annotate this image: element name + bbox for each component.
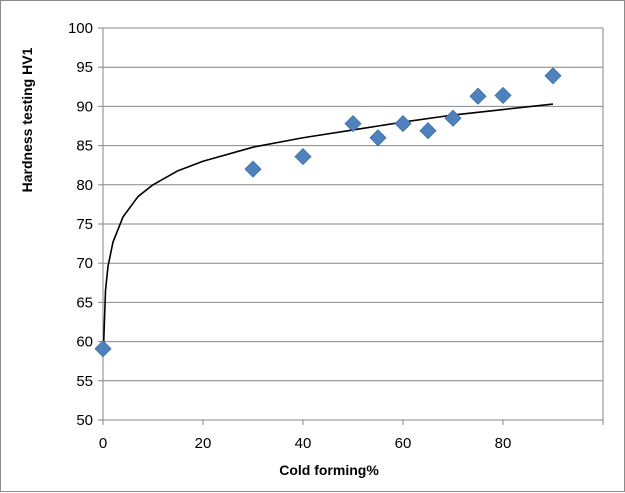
y-tick-label-55: 55 xyxy=(76,373,93,390)
axes xyxy=(98,27,604,425)
y-axis-title: Hardness testing HV1 xyxy=(19,47,35,192)
data-point-x75 xyxy=(469,87,487,105)
data-point-x70 xyxy=(444,109,462,127)
x-tick-label-80: 80 xyxy=(495,435,512,452)
y-tick-label-75: 75 xyxy=(76,216,93,233)
data-points xyxy=(94,67,562,358)
trendline xyxy=(102,103,554,348)
data-point-x65 xyxy=(419,122,437,140)
data-point-x40 xyxy=(294,148,312,166)
y-tick-label-100: 100 xyxy=(68,20,93,37)
data-point-x55 xyxy=(369,129,387,147)
y-tick-label-65: 65 xyxy=(76,294,93,311)
x-tick-label-60: 60 xyxy=(395,435,412,452)
data-point-x60 xyxy=(394,115,412,133)
log-trendline xyxy=(102,103,554,348)
data-point-x0 xyxy=(94,340,112,358)
x-tick-label-20: 20 xyxy=(195,435,212,452)
data-point-x50 xyxy=(344,115,362,133)
y-tick-label-50: 50 xyxy=(76,412,93,429)
x-axis-title: Cold forming% xyxy=(279,462,379,478)
y-tick-label-90: 90 xyxy=(76,98,93,115)
y-tick-label-80: 80 xyxy=(76,177,93,194)
data-point-x30 xyxy=(244,160,262,178)
tick-labels: 50 55 60 65 70 75 80 85 90 95 100 0 20 40 60 80 xyxy=(68,20,511,452)
y-tick-label-85: 85 xyxy=(76,138,93,155)
gridlines xyxy=(103,27,603,421)
data-point-x80 xyxy=(494,86,512,104)
data-point-x90 xyxy=(544,67,562,85)
y-tick-label-70: 70 xyxy=(76,255,93,272)
x-tick-label-40: 40 xyxy=(295,435,312,452)
x-tick-label-0: 0 xyxy=(99,435,107,452)
y-tick-label-95: 95 xyxy=(76,59,93,76)
y-tick-label-60: 60 xyxy=(76,334,93,351)
